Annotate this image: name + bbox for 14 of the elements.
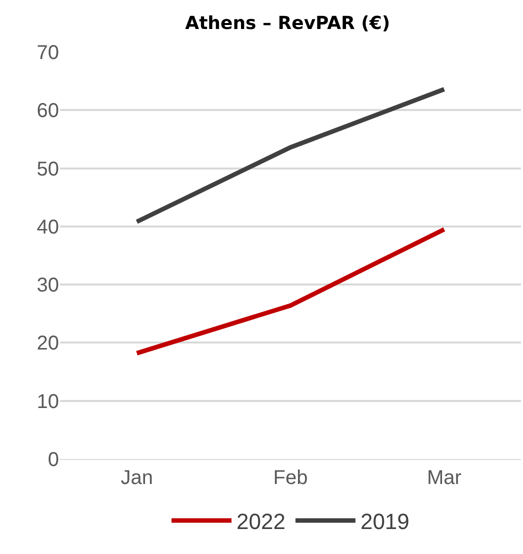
y-tick-label: 70 (36, 42, 59, 64)
y-tick-label: 0 (48, 449, 59, 471)
chart-title: Athens – RevPAR (€) (185, 13, 390, 34)
legend-label: 2019 (360, 509, 410, 534)
y-tick-label: 20 (36, 332, 59, 355)
y-tick-label: 40 (36, 216, 59, 238)
x-tick-label: Mar (426, 467, 462, 489)
x-tick-label: Feb (273, 467, 308, 489)
y-tick-label: 10 (36, 390, 59, 413)
y-tick-label: 60 (36, 100, 59, 122)
legend-label: 2022 (236, 509, 286, 534)
y-tick-label: 50 (36, 158, 59, 180)
x-tick-label: Jan (120, 467, 153, 489)
y-tick-label: 30 (36, 274, 59, 297)
